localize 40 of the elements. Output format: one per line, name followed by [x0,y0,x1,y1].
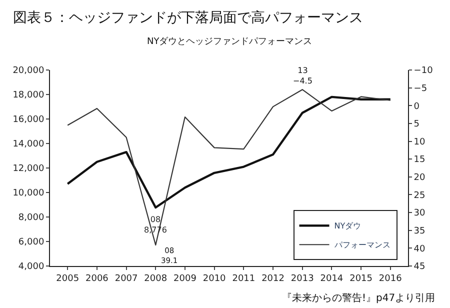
y2-tick-label: 15 [414,155,426,166]
y2-tick-label: 40 [414,244,426,254]
y2-tick-label: 35 [414,226,426,237]
y2-tick-label: 45 [414,262,426,272]
legend-label: NYダウ [334,222,362,231]
x-tick-label: 2007 [114,274,138,284]
annotation: 13 −4.5 [293,66,312,86]
chart-subtitle: NYダウとヘッジファンドパフォーマンス [147,36,312,47]
x-tick-label: 2011 [232,274,256,284]
y-tick-label: 18,000 [12,90,44,101]
x-tick-label: 2006 [85,274,109,284]
y2-tick-label: −10 [414,66,434,76]
y2-tick-label: 25 [414,190,426,201]
x-tick-label: 2012 [262,274,284,284]
x-tick-label: 2016 [378,274,402,284]
y-tick-label: 6,000 [18,238,44,248]
y2-tick-label: 5 [414,120,420,130]
legend-label: パフォーマンス [333,240,390,250]
y2-tick-label: 10 [414,137,426,148]
x-tick-label: 2005 [56,274,80,284]
y-tick-label: 20,000 [12,66,44,76]
y2-tick-label: 0 [414,102,420,112]
chart-title: 図表５：ヘッジファンドが下落局面で高パフォーマンス [13,10,363,26]
x-tick-label: 2014 [320,274,344,284]
text: 『未来からの警告!』p47より引用 [282,292,436,304]
y-tick-label: 12,000 [12,164,44,174]
x-tick-label: 2013 [290,274,314,284]
y-tick-label: 10,000 [12,188,44,199]
y-tick-label: 16,000 [12,115,44,126]
y2-tick-label: 30 [414,208,426,219]
y-tick-label: 8,000 [18,213,44,224]
y2-tick-label: −5 [414,84,428,94]
line-series [66,96,392,209]
y-tick-label: 14,000 [12,140,44,150]
x-tick-label: 2008 [144,274,168,284]
x-tick-label: 2009 [174,274,197,284]
y-tick-label: 4,000 [18,262,44,272]
x-tick-label: 2010 [202,274,226,284]
x-tick-label: 2015 [350,274,373,284]
y2-tick-label: 20 [414,173,426,184]
